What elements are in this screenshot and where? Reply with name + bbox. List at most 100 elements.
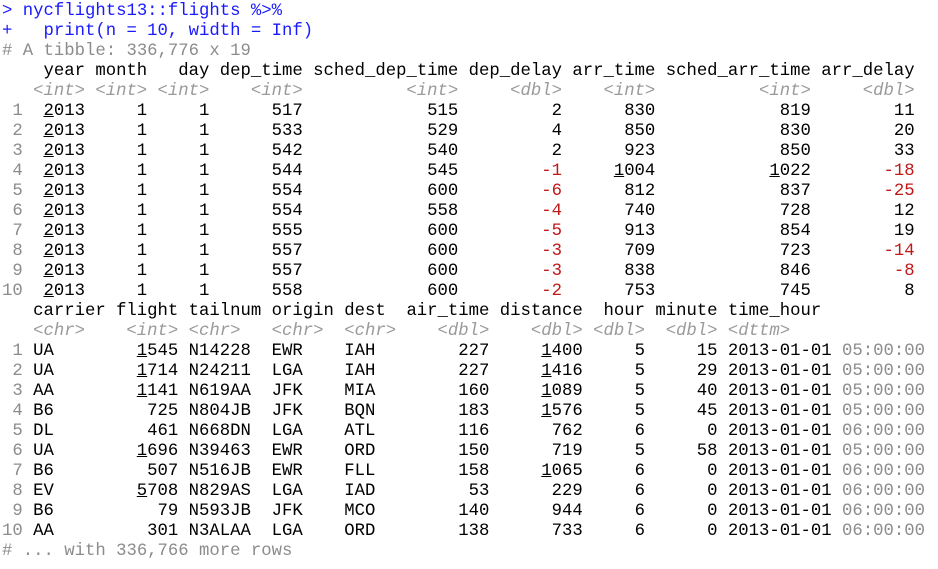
table-cell: 2013-01-01 06:00:00 xyxy=(727,482,925,501)
table-cell: 2013-01-01 05:00:00 xyxy=(727,442,925,461)
table-cell: 600 xyxy=(427,262,459,281)
table-cell: EV xyxy=(33,482,54,501)
table-cell: IAH xyxy=(344,342,376,361)
table-cell: 0 xyxy=(707,522,718,541)
column-type: <chr> xyxy=(271,322,324,341)
table-cell: 837 xyxy=(779,182,811,201)
table-cell: 1 xyxy=(199,182,210,201)
table-cell: B6 xyxy=(33,502,54,521)
table-cell: 2013-01-01 06:00:00 xyxy=(727,522,925,541)
row-number: 6 xyxy=(12,202,23,221)
table-cell: 2013 xyxy=(43,222,85,241)
table-cell: 229 xyxy=(551,482,583,501)
table-cell: DL xyxy=(33,422,54,441)
table-cell: 1 xyxy=(136,182,148,201)
column-header: dep_delay xyxy=(468,62,562,81)
column-header: tailnum xyxy=(188,302,262,321)
table-cell: 6 xyxy=(634,502,645,521)
column-header: arr_time xyxy=(572,62,656,81)
table-cell: 5 xyxy=(634,342,645,361)
table-cell: 846 xyxy=(779,262,811,281)
table-cell: 4 xyxy=(551,122,562,141)
column-type: <chr> xyxy=(188,322,241,341)
table-cell: 0 xyxy=(707,422,718,441)
table-cell: N14228 xyxy=(188,342,251,361)
row-number: 8 xyxy=(12,482,23,501)
table-cell: -4 xyxy=(541,202,562,221)
table-cell: 58 xyxy=(696,442,718,461)
row-number: 7 xyxy=(12,462,23,481)
table-cell: 2 xyxy=(551,102,562,121)
column-type: <int> xyxy=(250,82,303,101)
table-cell: 1 xyxy=(136,122,148,141)
table-cell: 1004 xyxy=(613,162,656,181)
table-cell: N3ALAA xyxy=(188,522,251,541)
command-line: > nycflights13::flights %>% xyxy=(2,2,283,21)
table-cell: LGA xyxy=(271,422,303,441)
tibble-summary: # A tibble: 336,776 x 19 xyxy=(2,42,251,61)
column-type: <int> xyxy=(95,82,148,101)
table-cell: 8 xyxy=(904,282,915,301)
row-number: 5 xyxy=(12,182,23,201)
table-cell: 529 xyxy=(427,122,459,141)
column-header: distance xyxy=(499,302,583,321)
table-cell: 507 xyxy=(147,462,179,481)
table-cell: 812 xyxy=(624,182,656,201)
table-cell: LGA xyxy=(271,482,303,501)
column-header: year xyxy=(43,62,85,81)
table-cell: MIA xyxy=(344,382,376,401)
table-cell: 12 xyxy=(893,202,915,221)
table-cell: 1 xyxy=(199,142,210,161)
table-cell: 6 xyxy=(634,422,645,441)
table-cell: 2013-01-01 06:00:00 xyxy=(727,502,925,521)
table-cell: 1 xyxy=(136,282,148,301)
table-cell: 558 xyxy=(271,282,303,301)
table-cell: AA xyxy=(33,382,54,401)
table-cell: ATL xyxy=(344,422,376,441)
table-cell: 2013 xyxy=(43,262,85,281)
table-cell: B6 xyxy=(33,462,54,481)
table-cell: 29 xyxy=(696,362,718,381)
row-number: 3 xyxy=(12,142,23,161)
table-cell: 33 xyxy=(893,142,915,161)
table-cell: 2013 xyxy=(43,202,85,221)
table-cell: BQN xyxy=(344,402,376,421)
column-type: <dbl> xyxy=(530,322,583,341)
table-cell: N39463 xyxy=(188,442,251,461)
table-cell: 830 xyxy=(624,102,656,121)
table-cell: 2013-01-01 05:00:00 xyxy=(727,382,925,401)
table-cell: 79 xyxy=(157,502,179,521)
column-header: month xyxy=(95,62,148,81)
table-cell: 542 xyxy=(271,142,303,161)
table-cell: 600 xyxy=(427,242,459,261)
table-cell: 819 xyxy=(779,102,811,121)
table-cell: 1141 xyxy=(136,382,179,401)
column-header: arr_delay xyxy=(821,62,915,81)
column-type: <int> xyxy=(126,322,179,341)
table-cell: 1089 xyxy=(541,382,583,401)
column-header: dep_time xyxy=(219,62,303,81)
table-cell: 2013-01-01 05:00:00 xyxy=(727,342,925,361)
table-cell: 2013 xyxy=(43,102,85,121)
column-type: <int> xyxy=(33,82,85,101)
table-cell: 1 xyxy=(136,142,148,161)
table-cell: 600 xyxy=(427,222,459,241)
table-cell: 0 xyxy=(707,462,718,481)
table-cell: 227 xyxy=(458,362,490,381)
table-cell: 2013 xyxy=(43,242,85,261)
table-cell: 227 xyxy=(458,342,490,361)
table-cell: 533 xyxy=(271,122,303,141)
column-header: minute xyxy=(655,302,718,321)
table-cell: 540 xyxy=(427,142,459,161)
table-cell: B6 xyxy=(33,402,54,421)
table-cell: 554 xyxy=(271,202,303,221)
table-cell: EWR xyxy=(271,462,303,481)
table-cell: 1 xyxy=(136,162,148,181)
table-cell: 0 xyxy=(707,482,718,501)
table-cell: JFK xyxy=(271,402,303,421)
table-cell: 158 xyxy=(458,462,490,481)
column-header: time_hour xyxy=(727,302,822,321)
table-cell: 5 xyxy=(634,362,645,381)
column-type: <chr> xyxy=(33,322,85,341)
